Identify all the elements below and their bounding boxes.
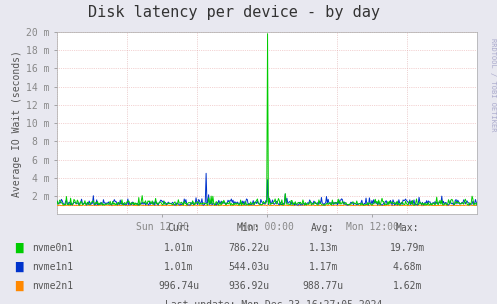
Text: 4.68m: 4.68m [393, 262, 422, 272]
Text: 1.01m: 1.01m [164, 243, 194, 253]
Text: nvme2n1: nvme2n1 [32, 281, 74, 291]
Text: 1.13m: 1.13m [308, 243, 338, 253]
Text: 1.17m: 1.17m [308, 262, 338, 272]
Text: Min:: Min: [237, 223, 260, 233]
Text: 1.62m: 1.62m [393, 281, 422, 291]
Text: Cur:: Cur: [167, 223, 191, 233]
Text: 1.01m: 1.01m [164, 262, 194, 272]
Text: █: █ [15, 281, 22, 291]
Text: nvme0n1: nvme0n1 [32, 243, 74, 253]
Text: 544.03u: 544.03u [228, 262, 269, 272]
Text: █: █ [15, 243, 22, 253]
Text: Disk latency per device - by day: Disk latency per device - by day [87, 5, 380, 19]
Text: 786.22u: 786.22u [228, 243, 269, 253]
Text: 19.79m: 19.79m [390, 243, 425, 253]
Text: Last update: Mon Dec 23 16:27:05 2024: Last update: Mon Dec 23 16:27:05 2024 [165, 300, 382, 304]
Text: Max:: Max: [396, 223, 419, 233]
Text: █: █ [15, 262, 22, 272]
Text: RRDTOOL / TOBI OETIKER: RRDTOOL / TOBI OETIKER [490, 38, 496, 132]
Text: nvme1n1: nvme1n1 [32, 262, 74, 272]
Text: Avg:: Avg: [311, 223, 335, 233]
Text: 936.92u: 936.92u [228, 281, 269, 291]
Text: 996.74u: 996.74u [159, 281, 199, 291]
Y-axis label: Average IO Wait (seconds): Average IO Wait (seconds) [12, 50, 22, 197]
Text: 988.77u: 988.77u [303, 281, 343, 291]
